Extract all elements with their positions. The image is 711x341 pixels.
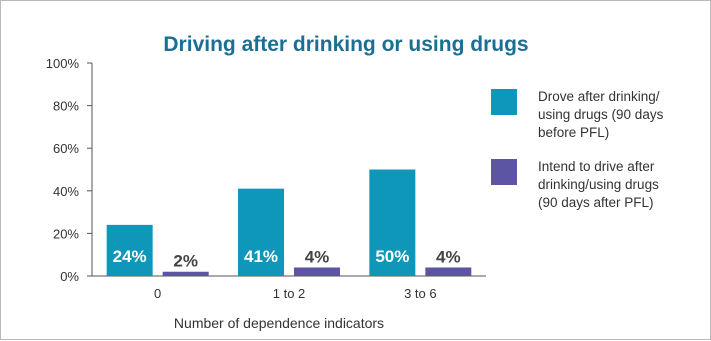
bar-series-1 bbox=[369, 169, 416, 276]
legend-label-line: drinking/using drugs bbox=[538, 177, 659, 192]
chart-title: Driving after drinking or using drugs bbox=[163, 33, 528, 56]
bars bbox=[106, 169, 472, 276]
bar-data-label: 41% bbox=[244, 247, 278, 266]
x-tick-label: 0 bbox=[154, 286, 161, 301]
legend-label-line: (90 days after PFL) bbox=[538, 195, 654, 210]
bar-series-2 bbox=[425, 267, 472, 276]
y-tick-label: 60% bbox=[53, 141, 79, 156]
data-labels: 24% 2% 41% 4% 50% 4% bbox=[113, 247, 461, 271]
legend-swatch-series-2 bbox=[491, 159, 517, 185]
bar-series-1 bbox=[106, 224, 153, 276]
bar-series-2 bbox=[162, 271, 209, 276]
legend-swatch-series-1 bbox=[491, 89, 517, 115]
bar-data-label: 2% bbox=[173, 252, 198, 271]
y-tick-label: 0% bbox=[60, 269, 79, 284]
x-tick-label: 3 to 6 bbox=[404, 286, 437, 301]
legend-label-line: using drugs (90 days bbox=[538, 107, 664, 122]
bar-series-1 bbox=[238, 188, 284, 276]
legend: Drove after drinking/using drugs (90 day… bbox=[491, 89, 664, 210]
bar-series-2 bbox=[294, 267, 340, 276]
axes: 0% 20% 40% 60% 80% 100% 0 1 to 2 3 to 6 bbox=[46, 56, 486, 301]
legend-label-line: Drove after drinking/ bbox=[538, 89, 660, 104]
legend-label-line: before PFL) bbox=[538, 125, 609, 140]
legend-label-line: Intend to drive after bbox=[538, 159, 655, 174]
bar-data-label: 24% bbox=[113, 247, 147, 266]
bar-data-label: 50% bbox=[375, 247, 409, 266]
x-axis-title: Number of dependence indicators bbox=[174, 315, 384, 331]
y-tick-label: 40% bbox=[53, 184, 79, 199]
bar-data-label: 4% bbox=[436, 247, 461, 266]
y-tick-label: 20% bbox=[53, 226, 79, 241]
bar-data-label: 4% bbox=[305, 247, 330, 266]
y-tick-label: 100% bbox=[46, 56, 80, 71]
x-tick-label: 1 to 2 bbox=[273, 286, 306, 301]
y-tick-label: 80% bbox=[53, 99, 79, 114]
